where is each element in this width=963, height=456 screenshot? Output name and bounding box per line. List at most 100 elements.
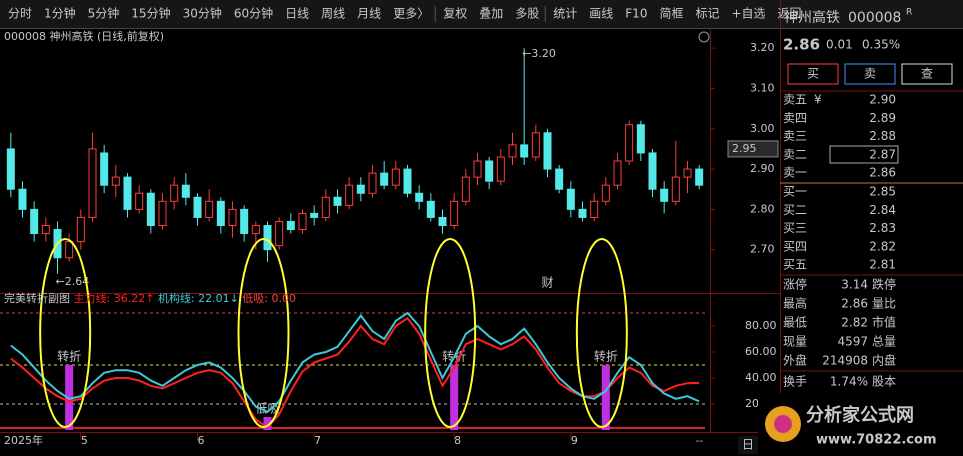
- toolbar-item[interactable]: +自选: [731, 7, 765, 21]
- change-pct: 0.35%: [862, 38, 900, 52]
- candle-body: [216, 200, 225, 227]
- candle-body: [100, 152, 109, 186]
- book-label: 买五: [783, 258, 807, 272]
- book-label: 卖一: [783, 166, 807, 180]
- toolbar-item[interactable]: F10: [625, 7, 647, 21]
- stat-label: 现量: [783, 335, 807, 349]
- toolbar-item[interactable]: 周线: [321, 7, 345, 21]
- trade-button-label[interactable]: 查: [921, 67, 933, 81]
- stat-label: 总量: [872, 335, 896, 349]
- candle-body: [461, 176, 470, 202]
- y-tick-label: 2.70: [750, 243, 775, 256]
- stat-label: 换手: [783, 375, 807, 389]
- candle-body: [485, 160, 494, 182]
- candle-body: [520, 144, 529, 158]
- toolbar-item[interactable]: 多股: [515, 7, 539, 21]
- trade-button-label[interactable]: 买: [807, 67, 819, 81]
- toolbar-item[interactable]: 简框: [659, 7, 683, 21]
- candle-body: [240, 208, 249, 235]
- toolbar-item[interactable]: 画线: [589, 7, 613, 21]
- toolbar-item[interactable]: 叠加: [479, 7, 503, 21]
- candle-body: [671, 176, 680, 202]
- change: 0.01: [826, 38, 853, 52]
- stat-label: 最低: [783, 316, 807, 330]
- legend: 完美转折副图 主力线: 36.22↑ 机构线: 22.01↓ 低吸: 0.00: [4, 291, 296, 305]
- watermark-logo: [774, 415, 792, 433]
- book-label: 买三: [783, 221, 807, 235]
- legend-text: 机构线: [158, 291, 191, 305]
- trade-button[interactable]: [901, 63, 953, 85]
- candle-body: [30, 208, 39, 235]
- corner: --: [696, 436, 704, 447]
- toolbar-item[interactable]: 统计: [553, 7, 577, 21]
- toolbar-item[interactable]: 日线: [285, 7, 309, 21]
- candle-body: [590, 200, 599, 218]
- book-label: 买二: [783, 203, 807, 217]
- toolbar-item[interactable]: 月线: [357, 7, 381, 21]
- book-price: 2.90: [869, 93, 896, 107]
- book-label: 买四: [783, 239, 807, 253]
- legend-text: : 0.00: [264, 292, 296, 305]
- toolbar-item[interactable]: 标记: [695, 7, 719, 21]
- candle-body: [426, 200, 435, 218]
- annotation: ←2.64: [56, 275, 90, 288]
- watermark-url: www.70822.com: [816, 433, 937, 448]
- candle-body: [391, 168, 400, 186]
- y-tick-label: 2.80: [750, 202, 775, 215]
- candle-body: [508, 144, 517, 158]
- toolbar-item[interactable]: 15分钟: [131, 6, 170, 21]
- highlight-ellipse: [237, 238, 290, 428]
- signal-bar: [450, 365, 459, 430]
- toolbar-item[interactable]: 返回: [778, 7, 802, 21]
- toolbar-item[interactable]: 30分钟: [183, 6, 222, 21]
- x-tick-label: 8: [454, 434, 461, 447]
- candle-body: [368, 172, 377, 194]
- quote-panel: 神州高铁 000008 R 2.86 0.01 0.35% 买 卖 查卖五 2.90 卖四 2.89 卖…: [780, 8, 963, 389]
- candle-body: [88, 148, 97, 218]
- stat-label: 内盘: [872, 353, 896, 368]
- legend-text: : 36.22↑: [107, 292, 155, 305]
- toolbar-item[interactable]: 复权: [443, 7, 467, 21]
- book-label: 卖五: [783, 93, 807, 107]
- candle-body: [41, 225, 50, 235]
- candle-body: [193, 196, 202, 218]
- toolbar-item[interactable]: 更多〉: [393, 7, 429, 21]
- watermark-title: 分析家公式网: [806, 404, 914, 426]
- toolbar-item[interactable]: 分时: [8, 7, 32, 21]
- stock-code: 000008: [848, 10, 901, 26]
- book-label: 卖三: [783, 129, 807, 143]
- candle-body: [555, 168, 564, 190]
- stat-label: 涨停: [783, 277, 807, 292]
- signal-label: 转折: [594, 349, 618, 364]
- candle-body: [683, 168, 692, 178]
- stat-label: 外盘: [783, 353, 807, 368]
- chart-title: 000008 神州高铁 (日线,前复权): [4, 29, 164, 43]
- trade-button-label[interactable]: 卖: [864, 67, 876, 81]
- stat-label: 市值: [872, 315, 896, 330]
- trade-button[interactable]: [844, 63, 896, 85]
- candle-body: [158, 200, 167, 227]
- candle-body: [228, 208, 237, 227]
- toolbar-item[interactable]: 1分钟: [44, 6, 76, 21]
- annotation: 财: [541, 276, 553, 290]
- ask-icon: ¥: [814, 93, 822, 107]
- toolbar-item[interactable]: 60分钟: [234, 6, 273, 21]
- x-tick-label: 7: [314, 434, 321, 447]
- candle-body: [6, 148, 15, 190]
- trade-button[interactable]: [787, 63, 839, 85]
- book-price: 2.87: [869, 147, 896, 161]
- legend-text: : 22.01↓: [191, 292, 239, 305]
- x-tick-label: 5: [81, 434, 88, 447]
- stat-label: 量比: [872, 297, 896, 311]
- toolbar-item[interactable]: 5分钟: [88, 6, 120, 21]
- candle-body: [205, 200, 214, 218]
- price-tag: 2.95: [732, 142, 757, 155]
- settings-icon[interactable]: [698, 31, 710, 43]
- candle-body: [251, 225, 260, 235]
- x-tick-label: 9: [571, 434, 578, 447]
- stat-label: 股本: [872, 375, 896, 389]
- stat-value: 3.14: [841, 278, 868, 292]
- signal-bar: [601, 365, 610, 430]
- y-tick-label: 60.00: [745, 345, 777, 358]
